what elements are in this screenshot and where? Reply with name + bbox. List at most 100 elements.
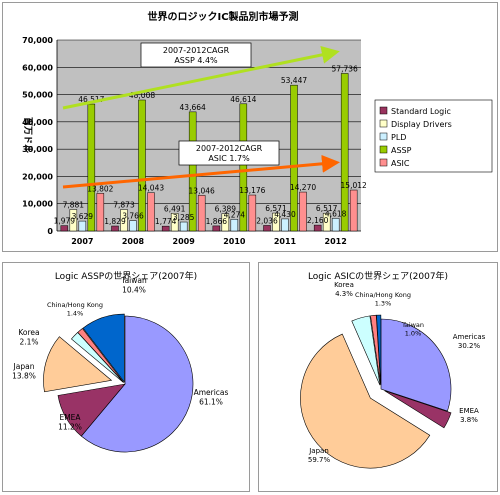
bar bbox=[263, 225, 271, 232]
pie-slice-percent: 4.3% bbox=[335, 290, 353, 298]
legend-label: ASIC bbox=[391, 159, 410, 168]
bar-chart: 世界のロジックIC製品別市場予測 百万ドル 0 10,000 20,000 30,00… bbox=[22, 10, 493, 246]
x-tick-label: 2007 bbox=[71, 237, 93, 246]
legend-box bbox=[374, 99, 493, 173]
y-tick-label: 30,000 bbox=[22, 145, 53, 154]
bar bbox=[340, 73, 349, 232]
pie-slice-name: Japan bbox=[13, 362, 35, 371]
legend-swatch bbox=[379, 119, 388, 128]
cagr-box bbox=[178, 140, 280, 166]
bar bbox=[248, 194, 257, 232]
pie-slice-name: Korea bbox=[334, 281, 354, 289]
bar bbox=[239, 103, 248, 232]
pie-slice bbox=[380, 318, 452, 412]
pie-slice-name: Korea bbox=[18, 328, 39, 337]
bar bbox=[138, 99, 146, 232]
data-label: 3,629 bbox=[72, 212, 94, 221]
pie-slice-name: Americas bbox=[453, 333, 486, 341]
data-label: 13,176 bbox=[239, 186, 265, 195]
bar bbox=[299, 191, 307, 232]
bar bbox=[212, 225, 221, 232]
bar bbox=[161, 225, 170, 232]
bar bbox=[230, 219, 239, 232]
pie-slice bbox=[43, 336, 113, 393]
pie-slice bbox=[351, 315, 381, 386]
pie-slice-percent: 30.2% bbox=[458, 342, 481, 350]
asic-pie-title: Logic ASICの世界シェア(2007年) bbox=[308, 270, 448, 282]
data-label: 14,270 bbox=[290, 183, 316, 192]
y-tick-label: 20,000 bbox=[22, 172, 53, 181]
data-label: 46,614 bbox=[230, 95, 256, 104]
plot-area bbox=[57, 40, 361, 231]
bar bbox=[313, 224, 322, 232]
bar bbox=[170, 213, 179, 232]
pie-slice-name: Taiwan bbox=[120, 276, 147, 285]
data-label: 1,866 bbox=[206, 217, 228, 226]
legend-label: ASSP bbox=[391, 146, 412, 155]
legend-swatch bbox=[379, 158, 388, 167]
data-label: 4,274 bbox=[224, 210, 246, 219]
pie-slice-percent: 11.2% bbox=[58, 423, 82, 432]
assp-pie-panel: Logic ASSPの世界シェア(2007年) Americas 61.1% EME… bbox=[2, 262, 250, 492]
data-label: 3,766 bbox=[122, 212, 144, 221]
x-tick-label: 2012 bbox=[325, 237, 347, 246]
legend-label: Standard Logic bbox=[391, 107, 451, 116]
data-label: 1,979 bbox=[54, 217, 76, 226]
bar bbox=[331, 218, 340, 232]
bar bbox=[69, 209, 78, 232]
y-tick-label: 10,000 bbox=[22, 200, 53, 209]
cagr-line1: 2007-2012CAGR bbox=[163, 46, 230, 55]
legend-label: PLD bbox=[391, 133, 406, 142]
bar bbox=[60, 225, 69, 232]
bar bbox=[221, 213, 230, 232]
x-tick-label: 2010 bbox=[223, 237, 246, 246]
pie-slice-name: EMEA bbox=[459, 407, 479, 415]
pie-slice-percent: 10.4% bbox=[122, 286, 146, 295]
data-label: 13,046 bbox=[189, 186, 215, 195]
data-label: 1,829 bbox=[104, 217, 126, 226]
bar bbox=[322, 212, 331, 232]
bar-chart-panel: 世界のロジックIC製品別市場予測 百万ドル 0 10,000 20,000 30,00… bbox=[2, 2, 498, 252]
data-label: 4,430 bbox=[274, 210, 296, 219]
bar bbox=[129, 220, 137, 232]
pie-slice-name: Americas bbox=[194, 388, 229, 397]
data-label: 48,008 bbox=[129, 91, 155, 100]
bar bbox=[197, 195, 206, 232]
data-label: 2,160 bbox=[307, 216, 329, 225]
y-tick-label: 40,000 bbox=[22, 118, 53, 127]
bar bbox=[349, 189, 358, 232]
bar bbox=[147, 192, 155, 232]
y-tick-label: 50,000 bbox=[22, 91, 53, 100]
cagr-line1: 2007-2012CAGR bbox=[196, 144, 263, 153]
data-label: 3,285 bbox=[173, 213, 195, 222]
data-label: 46,517 bbox=[78, 95, 104, 104]
pie-slice-percent: 3.8% bbox=[460, 416, 478, 424]
data-label: 6,517 bbox=[316, 204, 338, 213]
bar bbox=[272, 212, 280, 232]
pie-slice-percent: 1.0% bbox=[405, 330, 422, 338]
cagr-line2: ASIC 1.7% bbox=[208, 154, 250, 163]
bar bbox=[120, 209, 128, 232]
bar bbox=[179, 221, 188, 232]
data-label: 15,012 bbox=[341, 181, 367, 190]
bar bbox=[290, 84, 298, 232]
pie-slice-name: EMEA bbox=[59, 413, 81, 422]
y-tick-label: 70,000 bbox=[22, 36, 53, 45]
pie-slice-percent: 59.7% bbox=[308, 456, 331, 464]
bar bbox=[188, 111, 197, 232]
bar bbox=[96, 193, 105, 232]
pie-slice bbox=[82, 313, 125, 383]
x-tick-label: 2009 bbox=[173, 237, 196, 246]
legend-swatch bbox=[379, 106, 388, 115]
pie-slice bbox=[376, 314, 382, 386]
legend-label: Display Drivers bbox=[391, 120, 452, 129]
pie-slice bbox=[80, 315, 194, 453]
legend-swatch bbox=[379, 132, 388, 141]
data-label: 6,571 bbox=[265, 204, 287, 213]
x-tick-label: 2011 bbox=[274, 237, 297, 246]
data-label: 1,774 bbox=[155, 217, 177, 226]
pie-slice bbox=[57, 383, 126, 437]
data-label: 6,389 bbox=[215, 205, 237, 214]
